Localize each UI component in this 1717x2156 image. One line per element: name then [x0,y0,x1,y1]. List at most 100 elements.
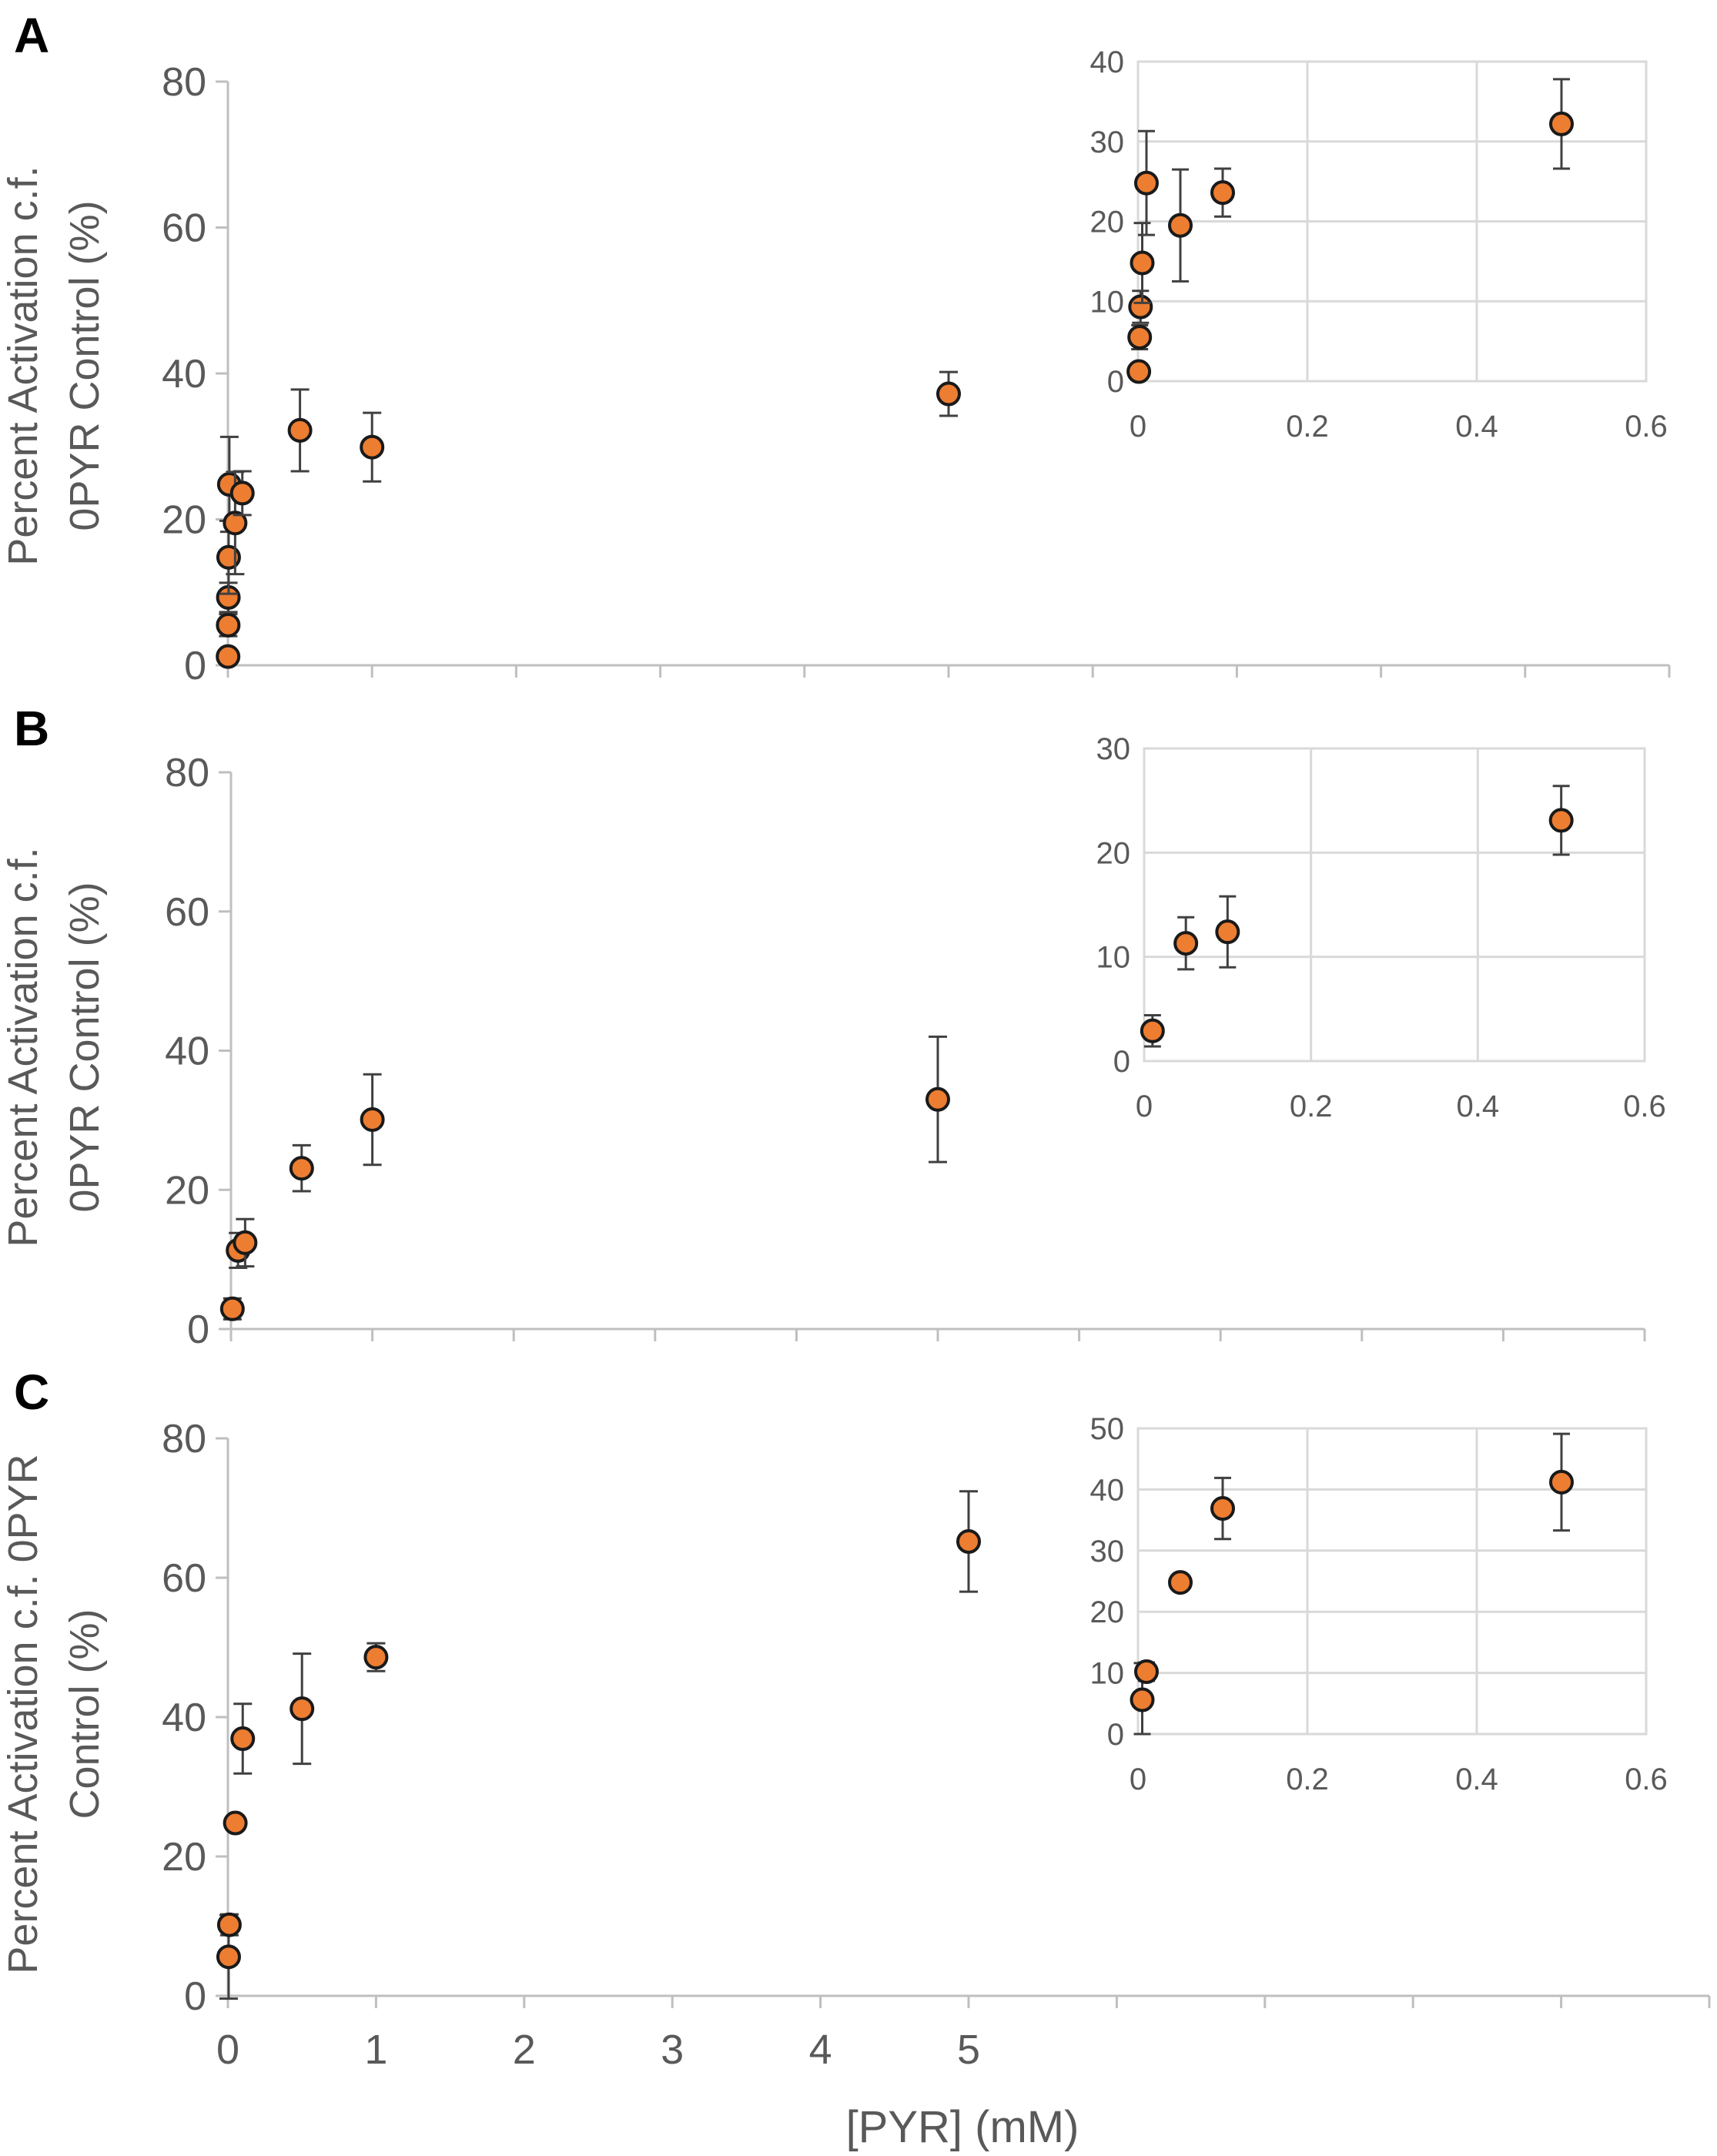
panel-a-ylabel-line-2: 0PYR Control (%) [62,200,108,531]
panel-a-inset-x-tick-label: 0 [1130,410,1146,444]
panel-a-inset-y-tick-label: 0 [1107,365,1124,399]
panel-b-y-tick-label: 0 [187,1307,209,1352]
panel-b-inset-y-tick-label: 0 [1113,1045,1130,1079]
panel-c-inset-data-point [1549,1469,1574,1495]
panel-b-inset-data-point [1140,1018,1165,1043]
panel-c-y-tick-label: 40 [162,1696,206,1740]
panel-a-inset-y-tick-label: 40 [1090,45,1125,79]
panel-c-inset-plot: 0 10 20 30 40 50 0 0.2 0.4 0.6 [1090,1412,1668,1796]
panel-c-main-plot: 0 20 40 60 80 0 1 2 3 4 5 [162,1417,1711,2073]
panel-a-main-plot: 0 20 40 60 80 [162,60,1671,688]
panel-c-inset-y-tick-label: 30 [1090,1535,1125,1568]
panel-a-inset-data-point [1168,213,1193,238]
panel-c-ylabel-line-1: Percent Activation c.f. 0PYR [0,1454,46,1974]
panel-a-data-point [229,480,255,506]
panel-b-inset-frame [1143,747,1646,1063]
panel-c-inset-data-point [1130,1687,1155,1712]
panel-c-inset-x-tick-label: 0.2 [1286,1763,1329,1796]
panel-a-inset-y-tick-label: 30 [1090,126,1125,159]
panel-a-y-tick-label: 0 [184,644,206,688]
panel-b-data-point [360,1106,385,1132]
panel-c-x-tick-label: 5 [957,2027,980,2073]
panel-b-data-point [219,1296,245,1321]
panel-c-x-tick-label: 2 [513,2027,536,2073]
panel-a-data-point [223,511,248,536]
panel-b-y-tick-label: 20 [165,1168,209,1213]
panel-c-y-tick-label: 80 [162,1417,206,1461]
panel-c-data-point [223,1810,248,1836]
panel-c-y-tick-label: 0 [184,1974,206,2019]
panel-c-inset-data-point [1134,1659,1159,1685]
panel-a-label: A [14,8,49,63]
panel-a-inset-x-tick-label: 0.4 [1455,410,1498,444]
panel-c-data-point [216,1912,242,1937]
panel-b-inset-x-tick-label: 0.6 [1623,1090,1666,1123]
panel-c-inset-x-tick-label: 0.4 [1455,1763,1498,1796]
panel-a-inset-data-point [1549,111,1574,136]
panel-a-y-tick-label: 20 [162,498,206,543]
panel-c-x-tick-label: 3 [661,2027,684,2073]
panel-b-inset-x-tick-label: 0 [1136,1090,1153,1123]
panel-c-data-point [230,1726,256,1752]
panel-b-y-tick-label: 40 [165,1029,209,1074]
panel-a-data-point [360,434,385,460]
panel-a-ylabel-line-1: Percent Activation c.f. [0,166,46,565]
panel-b-y-tick-label: 60 [165,890,209,935]
panel-c: C Percent Activation c.f. 0PYR Control (… [0,1364,1711,2073]
panel-c-data-point [290,1696,315,1722]
panel-c-inset-y-tick-label: 20 [1090,1595,1125,1629]
panel-c-inset-y-tick-label: 50 [1090,1412,1125,1446]
panel-a-inset-data-point [1130,250,1155,276]
panel-a-data-point [216,644,241,669]
panel-c-inset-y-tick-label: 40 [1090,1473,1125,1507]
panel-b-inset-y-tick-label: 20 [1096,836,1131,870]
panel-c-label: C [14,1364,49,1420]
panel-c-data-point [216,1944,241,1970]
panel-b-label: B [14,701,49,756]
panel-b-inset-y-tick-label: 30 [1096,732,1131,766]
panel-a-y-tick-label: 60 [162,206,206,251]
panel-a-y-tick-label: 40 [162,352,206,397]
panel-c-inset-y-tick-label: 10 [1090,1657,1125,1691]
panel-c-y-tick-label: 20 [162,1835,206,1880]
panel-a: A Percent Activation c.f. 0PYR Control (… [0,8,1671,688]
panel-c-ylabel-line-2: Control (%) [62,1609,108,1819]
panel-c-inset-data-point [1210,1496,1235,1522]
panel-c-inset-x-tick-label: 0 [1130,1763,1146,1796]
panel-b-inset-x-tick-label: 0.2 [1290,1090,1333,1123]
panel-b: B Percent Activation c.f. 0PYR Control (… [0,701,1666,1352]
panel-b-data-point [289,1156,314,1181]
panel-a-inset-x-tick-label: 0.6 [1625,410,1668,444]
panel-b-inset-x-tick-label: 0.4 [1457,1090,1500,1123]
panel-b-ylabel-line-1: Percent Activation c.f. [0,847,46,1247]
panel-a-inset-data-point [1126,359,1152,384]
panel-b-inset-data-point [1548,808,1574,833]
panel-c-inset-data-point [1168,1570,1193,1595]
panel-b-inset-plot: 0 10 20 30 0 0.2 0.4 0.6 [1096,732,1666,1123]
panel-b-y-tick-label: 80 [165,751,209,795]
panel-c-x-tick-label: 0 [216,2027,239,2073]
panel-c-data-point [956,1528,981,1554]
panel-a-inset-y-tick-label: 20 [1090,206,1125,239]
panel-a-inset-data-point [1127,324,1153,350]
panel-b-inset-y-tick-label: 10 [1096,941,1131,975]
panel-c-inset-y-tick-label: 0 [1107,1718,1124,1752]
panel-a-inset-data-point [1134,170,1159,196]
panel-c-x-tick-label: 1 [364,2027,387,2073]
x-axis-title: [PYR] (mM) [846,2102,1079,2152]
panel-a-data-point [216,612,241,638]
panel-b-inset-data-point [1215,919,1240,945]
panel-a-data-point [287,417,313,443]
panel-a-inset-plot: 0 10 20 30 40 0 0.2 0.4 0.6 [1090,45,1668,444]
panel-a-inset-data-point [1210,180,1235,206]
panel-b-ylabel-line-2: 0PYR Control (%) [62,882,108,1212]
panel-c-y-tick-label: 60 [162,1556,206,1601]
panel-a-inset-data-point [1128,294,1153,320]
panel-a-inset-y-tick-label: 10 [1090,285,1125,319]
panel-b-data-point [233,1230,258,1255]
panel-a-y-tick-label: 80 [162,60,206,105]
panel-a-inset-x-tick-label: 0.2 [1286,410,1329,444]
panel-b-main-plot: 0 20 40 60 80 [165,751,1646,1352]
panel-c-data-point [363,1645,389,1670]
